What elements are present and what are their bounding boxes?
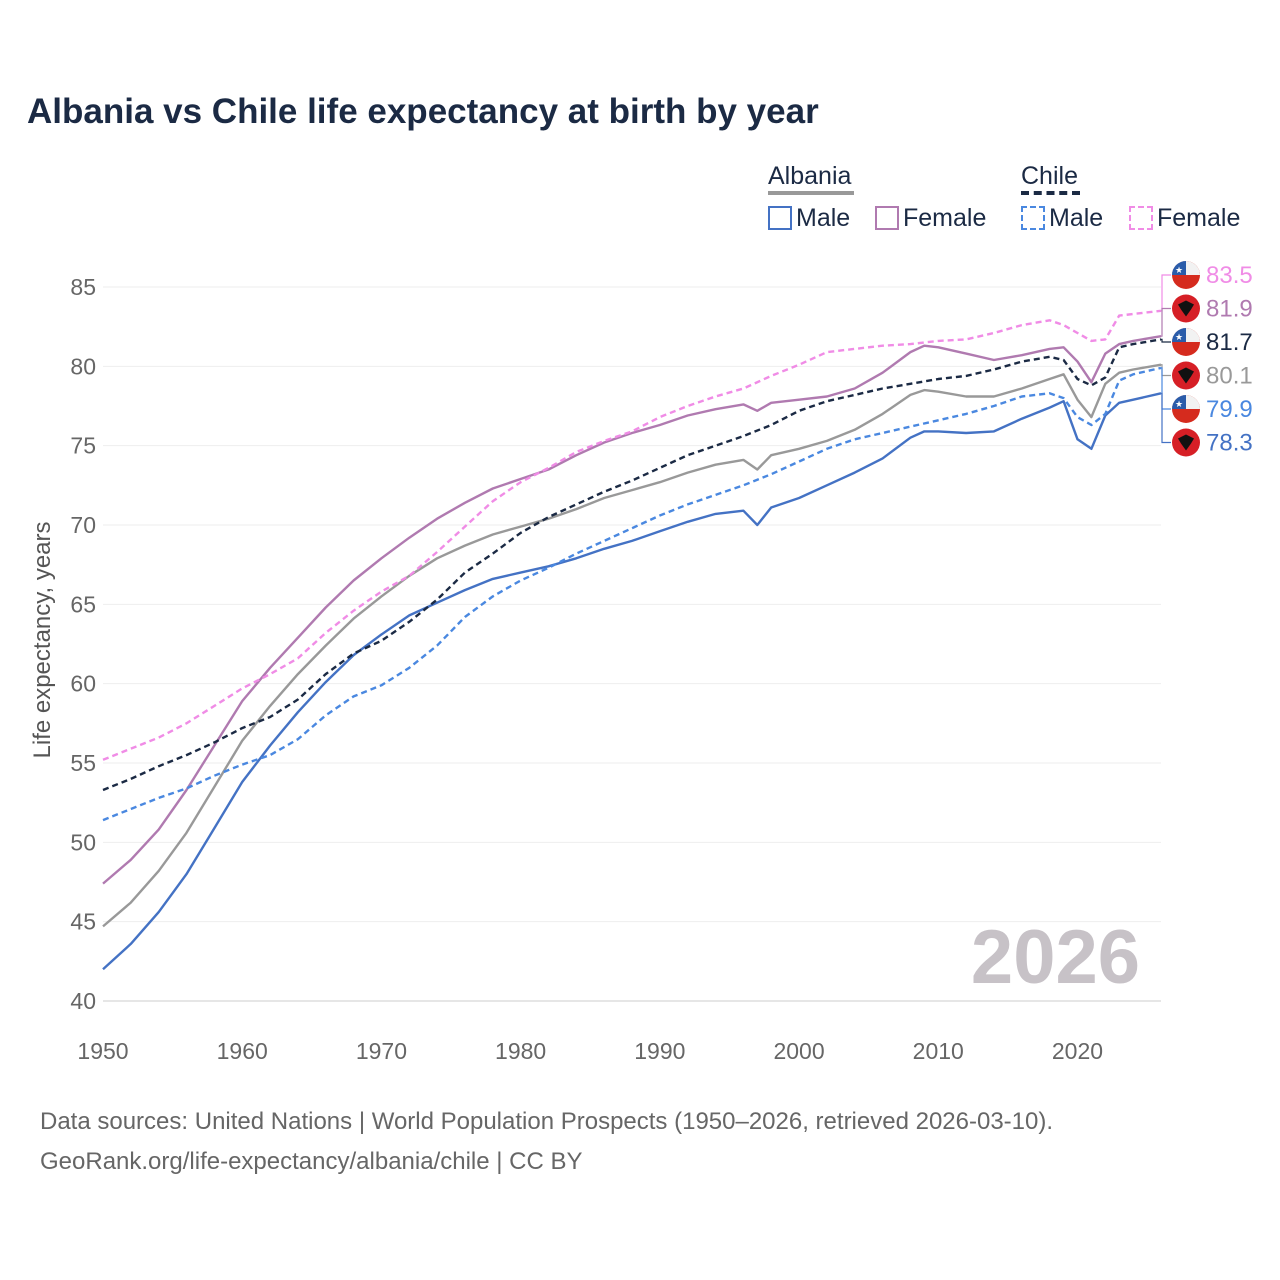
label-connector — [1161, 307, 1171, 337]
end-value-label: 79.9 — [1206, 396, 1253, 423]
end-label-albania-total: 80.1 — [1161, 361, 1253, 390]
y-tick-label: 80 — [70, 353, 96, 379]
y-tick-label: 50 — [70, 829, 96, 855]
end-value-label: 80.1 — [1206, 363, 1253, 390]
x-tick-label: 2000 — [773, 1038, 824, 1064]
y-tick-label: 75 — [70, 433, 96, 459]
legend-label: Female — [903, 204, 987, 232]
legend-albania-line — [768, 191, 854, 195]
x-tick-label: 1950 — [77, 1038, 128, 1064]
label-connector — [1161, 367, 1171, 410]
end-value-label: 83.5 — [1206, 262, 1253, 289]
y-axis-label: Life expectancy, years — [29, 521, 56, 758]
series-line-chile-male[interactable] — [102, 366, 1162, 822]
y-tick-label: 45 — [70, 909, 96, 935]
end-value-label: 81.9 — [1206, 296, 1253, 323]
x-tick-label: 1960 — [217, 1038, 268, 1064]
legend-swatch — [768, 206, 792, 230]
x-tick-label: 2010 — [913, 1038, 964, 1064]
y-tick-label: 70 — [70, 512, 96, 538]
legend-item-chile-male[interactable]: Male — [1021, 204, 1103, 233]
gridlines — [103, 286, 1161, 1002]
end-value-label: 78.3 — [1206, 430, 1253, 457]
series-line-albania-female[interactable] — [102, 335, 1162, 885]
albania-flag-icon — [1172, 428, 1200, 457]
legend-group-albania: Albania — [768, 162, 852, 190]
albania-flag-icon — [1172, 294, 1200, 323]
end-label-albania-male: 78.3 — [1161, 392, 1253, 457]
legend-label: Female — [1157, 204, 1241, 232]
y-tick-label: 60 — [70, 671, 96, 697]
y-tick-label: 55 — [70, 750, 96, 776]
legend-item-albania-male[interactable]: Male — [768, 204, 850, 233]
label-connector — [1161, 392, 1171, 444]
y-tick-label: 40 — [70, 988, 96, 1014]
legend-swatch — [875, 206, 899, 230]
end-label-chile-female: ★ 83.5 — [1161, 261, 1253, 312]
svg-text:★: ★ — [1175, 332, 1183, 342]
svg-text:★: ★ — [1175, 265, 1183, 275]
legend-item-albania-female[interactable]: Female — [875, 204, 986, 233]
x-tick-label: 2020 — [1052, 1038, 1103, 1064]
svg-text:★: ★ — [1175, 399, 1183, 409]
x-tick-label: 1980 — [495, 1038, 546, 1064]
series-line-chile-total[interactable] — [102, 338, 1162, 792]
end-label-albania-female: 81.9 — [1161, 294, 1253, 337]
label-connector — [1161, 274, 1171, 312]
x-tick-label: 1990 — [634, 1038, 685, 1064]
chile-flag-icon: ★ — [1172, 261, 1200, 289]
footer-link[interactable]: GeoRank.org/life-expectancy/albania/chil… — [40, 1148, 583, 1175]
end-label-chile-male: ★ 79.9 — [1161, 367, 1253, 423]
chile-flag-icon: ★ — [1172, 328, 1200, 356]
series-line-albania-male[interactable] — [102, 392, 1162, 971]
end-value-label: 81.7 — [1206, 329, 1253, 356]
legend-group-chile: Chile — [1021, 162, 1078, 190]
y-tick-label: 65 — [70, 591, 96, 617]
x-axis-ticks: 1950 1960 1970 1980 1990 2000 2010 2020 — [77, 1038, 1103, 1064]
legend-label: Male — [1049, 204, 1104, 232]
chart-title: Albania vs Chile life expectancy at birt… — [27, 92, 819, 131]
y-axis-ticks: 40 45 50 55 60 65 70 75 80 85 — [70, 274, 96, 1014]
x-tick-label: 1970 — [356, 1038, 407, 1064]
legend-swatch — [1129, 206, 1153, 230]
series-line-albania-total[interactable] — [102, 363, 1162, 928]
footer-sources: Data sources: United Nations | World Pop… — [40, 1108, 1054, 1135]
legend-chile-line — [1021, 191, 1080, 195]
y-tick-label: 85 — [70, 274, 96, 300]
year-watermark: 2026 — [971, 915, 1140, 1000]
albania-flag-icon — [1172, 361, 1200, 390]
legend-swatch — [1021, 206, 1045, 230]
series-line-chile-female[interactable] — [102, 309, 1162, 761]
chile-flag-icon: ★ — [1172, 395, 1200, 423]
end-labels: ★ 83.5 81.9 ★ 81.7 80.1 ★ 79.9 78.3 — [1161, 261, 1253, 457]
label-connector — [1161, 338, 1171, 343]
series-lines — [102, 309, 1162, 971]
legend-label: Male — [796, 204, 851, 232]
end-label-chile-total: ★ 81.7 — [1161, 328, 1253, 356]
legend-item-chile-female[interactable]: Female — [1129, 204, 1240, 233]
